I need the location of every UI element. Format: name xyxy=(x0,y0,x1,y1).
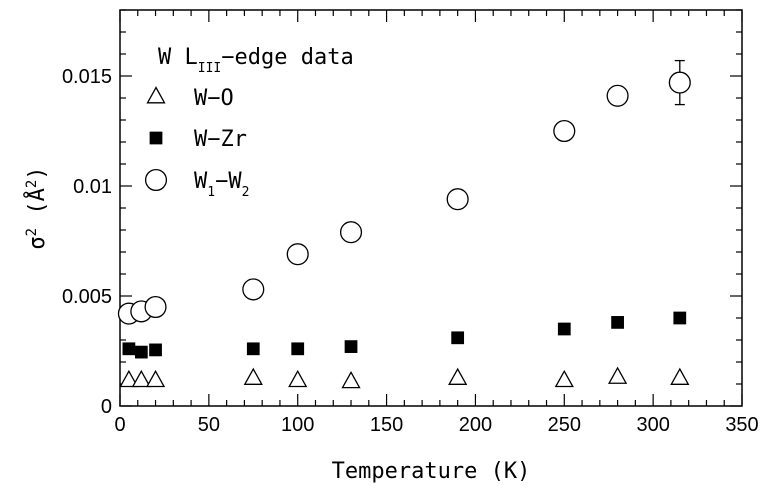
x-tick-label: 50 xyxy=(198,414,220,436)
w-zr-point xyxy=(122,342,136,356)
legend-heading-prefix: W L xyxy=(158,45,198,70)
legend-icons xyxy=(144,86,168,192)
w1-w2-point xyxy=(242,278,265,301)
legend: W LIII−edge data W−O W−Zr W1−W2 xyxy=(144,45,354,200)
w1-w2-point xyxy=(144,295,167,319)
w1-w2-point xyxy=(446,188,469,211)
legend-label-w1-w2-a-sub: 1 xyxy=(207,185,215,200)
w-zr-point xyxy=(557,322,571,336)
y-tick-label: 0.005 xyxy=(62,286,112,308)
x-tick-label: 300 xyxy=(636,414,669,436)
y-tick-label: 0 xyxy=(101,396,112,418)
w-zr-point xyxy=(611,316,624,329)
legend-icon-w-o xyxy=(146,86,166,104)
w-o-point xyxy=(131,369,151,388)
legend-heading: W LIII−edge data xyxy=(158,45,354,76)
w-zr-point xyxy=(451,331,465,345)
y-axis-title-symbol: σ xyxy=(25,236,50,249)
w1-w2-point xyxy=(606,84,629,107)
legend-heading-suffix: −edge data xyxy=(221,45,353,70)
legend-label-w-o: W−O xyxy=(194,86,234,111)
x-tick-label: 350 xyxy=(725,414,758,436)
w-o-point xyxy=(670,367,690,385)
legend-label-w1-w2-b-sub: 2 xyxy=(242,185,250,200)
w-o-point xyxy=(145,369,166,388)
w1-w2-point xyxy=(553,119,576,143)
y-axis-title-symbol-sup: 2 xyxy=(24,228,40,236)
x-tick-label: 250 xyxy=(548,414,581,436)
axis-ticks xyxy=(119,9,743,407)
w1-w2-point xyxy=(339,221,363,244)
w-o-point xyxy=(119,369,139,388)
legend-icon-w1-w2 xyxy=(144,168,168,192)
y-axis-title-open: ( xyxy=(25,201,50,228)
w1-w2-point xyxy=(286,243,309,266)
legend-icon-w-zr xyxy=(149,131,163,145)
w-zr-point xyxy=(246,342,260,356)
y-tick-label: 0.015 xyxy=(62,66,112,88)
x-tick-label: 0 xyxy=(114,414,125,436)
y-axis-title-unit: Å xyxy=(23,188,50,201)
w-o-point xyxy=(607,366,628,384)
legend-label-w1-w2: W1−W2 xyxy=(194,169,249,200)
legend-heading-sub: III xyxy=(198,61,221,76)
legend-label-w1-w2-dash: −W xyxy=(215,169,242,194)
x-axis-title: Temperature (K) xyxy=(332,459,531,484)
axis-tick-labels: 0 50 100 150 200 250 300 350 0 0.005 0.01 0.015 xyxy=(62,66,759,436)
x-tick-label: 200 xyxy=(459,414,492,436)
w-zr-point xyxy=(291,342,305,356)
x-tick-label: 100 xyxy=(281,414,314,436)
data-marks xyxy=(117,59,691,389)
x-tick-label: 150 xyxy=(370,414,403,436)
w-o-point xyxy=(448,367,468,385)
w-o-point xyxy=(243,367,263,385)
w-zr-point xyxy=(673,311,687,325)
y-axis-title-close: ) xyxy=(25,166,50,179)
w1-w2-point xyxy=(668,71,691,94)
w-o-point xyxy=(554,369,574,388)
w-zr-point xyxy=(149,343,162,357)
y-axis-title-unit-sup: 2 xyxy=(24,180,40,188)
w-o-point xyxy=(341,370,361,389)
legend-label-w1-w2-a: W xyxy=(194,169,208,194)
w-zr-point xyxy=(344,340,358,353)
legend-label-w-zr: W−Zr xyxy=(194,127,247,152)
y-axis-title: σ2 (Å2) xyxy=(23,166,50,249)
w-zr-point xyxy=(134,345,148,359)
w-o-point xyxy=(288,369,308,388)
y-tick-label: 0.01 xyxy=(73,176,112,198)
